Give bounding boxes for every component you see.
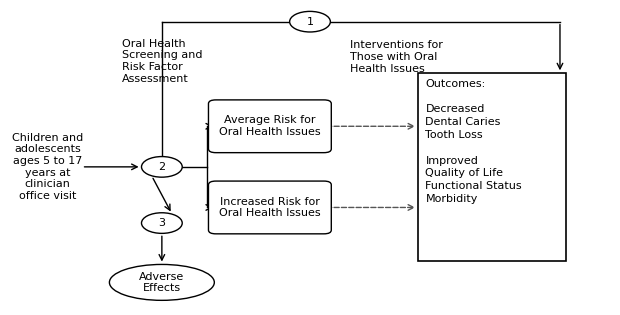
Text: Oral Health
Screening and
Risk Factor
Assessment: Oral Health Screening and Risk Factor As… [122, 39, 202, 84]
Text: Outcomes:

Decreased
Dental Caries
Tooth Loss

Improved
Quality of Life
Function: Outcomes: Decreased Dental Caries Tooth … [425, 79, 522, 204]
Text: Adverse
Effects: Adverse Effects [140, 272, 185, 293]
Ellipse shape [109, 264, 215, 300]
Circle shape [290, 11, 330, 32]
Bar [418, 73, 566, 261]
Text: 3: 3 [158, 218, 166, 228]
Text: 1: 1 [306, 17, 314, 27]
Text: Increased Risk for
Oral Health Issues: Increased Risk for Oral Health Issues [219, 197, 321, 218]
Text: Average Risk for
Oral Health Issues: Average Risk for Oral Health Issues [219, 116, 321, 137]
Text: Interventions for
Those with Oral
Health Issues: Interventions for Those with Oral Health… [350, 40, 443, 74]
FancyBboxPatch shape [208, 100, 331, 153]
Text: 2: 2 [158, 162, 166, 172]
FancyBboxPatch shape [208, 181, 331, 234]
Circle shape [141, 213, 182, 233]
Circle shape [141, 157, 182, 177]
Text: Children and
adolescents
ages 5 to 17
years at
clinician
office visit: Children and adolescents ages 5 to 17 ye… [12, 133, 83, 201]
